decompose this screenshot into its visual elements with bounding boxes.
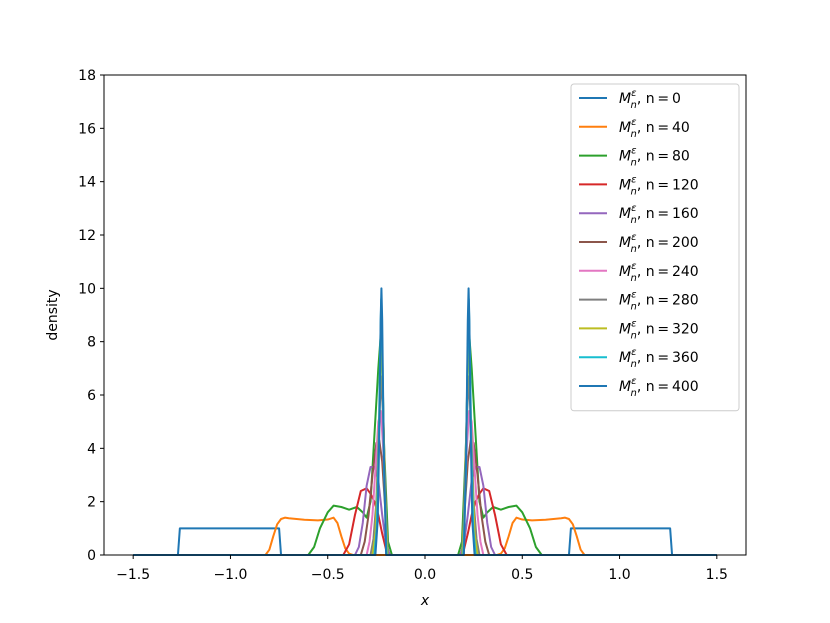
legend-box (570, 83, 740, 412)
y-tick-label: 12 (78, 228, 96, 244)
legend-entry-0: Mε n, n = 0 (619, 88, 681, 111)
legend-entry-6: Mε n, n = 240 (619, 261, 699, 284)
y-tick-label: 0 (87, 548, 96, 564)
y-axis-label: density (45, 289, 61, 340)
legend-entry-3: Mε n, n = 120 (619, 174, 699, 197)
x-tick-label: 1.5 (706, 567, 728, 583)
legend: Mε n, n = 0 Mε n, n = 40 Mε n, n = 80 Mε n, n =… (570, 83, 740, 412)
legend-entry-2: Mε n, n = 80 (619, 146, 690, 169)
legend-entry-8: Mε n, n = 320 (619, 318, 699, 341)
y-tick-label: 10 (78, 281, 96, 297)
x-tick-label: 0.5 (511, 567, 533, 583)
legend-entry-4: Mε n, n = 160 (619, 203, 699, 226)
legend-entry-1: Mε n, n = 40 (619, 117, 690, 140)
x-tick-label: 0.0 (414, 567, 436, 583)
x-axis: −1.5 −1.0 −0.5 0.0 0.5 1.0 1.5 (116, 555, 728, 583)
y-tick-label: 2 (87, 495, 96, 511)
legend-entry-9: Mε n, n = 360 (619, 347, 699, 370)
y-tick-label: 6 (87, 388, 96, 404)
x-tick-label: −1.0 (213, 567, 247, 583)
y-axis: 0 2 4 6 8 10 12 14 16 18 (78, 68, 104, 564)
x-axis-label: x (420, 593, 430, 609)
y-tick-label: 14 (78, 175, 96, 191)
x-tick-label: 1.0 (608, 567, 630, 583)
legend-entry-7: Mε n, n = 280 (619, 290, 699, 313)
x-tick-label: −1.5 (116, 567, 150, 583)
y-tick-label: 8 (87, 335, 96, 351)
legend-entry-5: Mε n, n = 200 (619, 232, 699, 255)
y-tick-label: 18 (78, 68, 96, 84)
legend-entry-10: Mε n, n = 400 (619, 376, 699, 399)
x-tick-label: −0.5 (311, 567, 345, 583)
y-tick-label: 4 (87, 441, 96, 457)
y-tick-label: 16 (78, 121, 96, 137)
